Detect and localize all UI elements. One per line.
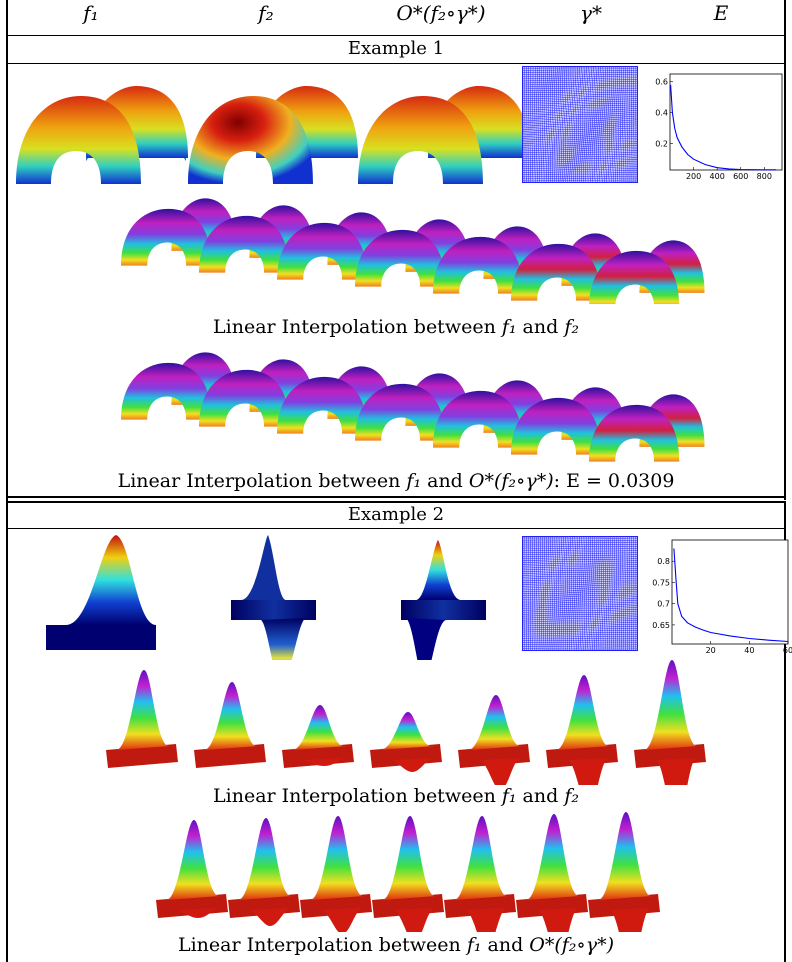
example1-interp-row-b: [121, 352, 705, 462]
frame-left: [6, 0, 8, 962]
f2-surface: [188, 86, 358, 184]
interp-surface: [458, 695, 530, 785]
header-energy: E: [713, 1, 729, 25]
f1-surface: [16, 86, 188, 184]
frame-right: [784, 0, 786, 500]
interp-surface: [589, 240, 705, 304]
interp-surface: [228, 818, 300, 926]
header-f2: f₂: [258, 1, 274, 25]
rule-mid: [6, 496, 786, 498]
interp-surface: [156, 820, 228, 918]
y-tick-label: 0.75: [652, 578, 670, 587]
interp-surface: [199, 359, 315, 427]
example2-title: Example 2: [347, 504, 445, 525]
interp-surface: [634, 660, 706, 785]
interp-surface: [444, 816, 516, 932]
example1-title: Example 1: [347, 38, 445, 59]
o-star-surface: [358, 86, 526, 184]
f1-peak-surface: [46, 535, 156, 650]
f2-wave-surface: [231, 535, 316, 660]
interp-surface: [106, 670, 178, 768]
header-gamma-star: γ*: [580, 1, 602, 25]
x-tick-label: 600: [733, 172, 748, 181]
example2-interp-row-a: [106, 660, 706, 785]
example1-caption-a: Linear Interpolation between f₁ and f₂: [213, 316, 579, 338]
energy-curve: [670, 84, 777, 171]
interp-surface: [372, 816, 444, 932]
example1-surfaces-row: [16, 86, 526, 184]
example1-caption-b: Linear Interpolation between f₁ and O*(f…: [117, 470, 675, 492]
energy-curve: [673, 548, 789, 643]
example2-interp-row-b: [156, 812, 660, 932]
interp-surface: [546, 675, 618, 785]
y-tick-label: 0.4: [655, 109, 668, 118]
interp-surface: [300, 816, 372, 932]
x-tick-label: 400: [710, 172, 725, 181]
header-o-star: O*(f₂∘γ*): [396, 1, 486, 25]
x-tick-label: 40: [744, 646, 754, 655]
rule-ex2: [6, 528, 786, 529]
energy-plot-1: 200 400 600 800 0.2 0.4 0.6: [655, 73, 783, 181]
y-tick-label: 0.65: [652, 621, 670, 630]
interp-surface: [194, 682, 266, 768]
interp-surface: [516, 814, 588, 932]
x-tick-label: 200: [686, 172, 701, 181]
gamma-star-grid-1: [522, 66, 638, 183]
rule-header: [6, 35, 786, 36]
example2-caption-a: Linear Interpolation between f₁ and f₂: [213, 785, 579, 807]
y-tick-label: 0.8: [657, 557, 670, 566]
example2-caption-b: Linear Interpolation between f₁ and O*(f…: [177, 934, 615, 956]
rule-mid-2: [6, 501, 786, 503]
x-tick-label: 20: [706, 646, 716, 655]
y-tick-label: 0.7: [657, 600, 670, 609]
interp-surface: [282, 705, 354, 768]
figure: f₁ f₂ O*(f₂∘γ*) γ* E Example 1: [6, 0, 792, 962]
rule-ex1: [6, 63, 786, 64]
energy-plot-2: 20 40 60 0.65 0.7 0.75 0.8: [652, 539, 792, 655]
gamma-star-grid-2: [522, 536, 638, 651]
example2-surfaces-row: [46, 535, 486, 660]
o-star-wave-surface: [401, 540, 486, 660]
y-tick-label: 0.2: [655, 140, 668, 149]
interp-surface: [370, 712, 442, 772]
y-tick-label: 0.6: [655, 78, 668, 87]
example1-interp-row-a: [121, 198, 705, 304]
header-f1: f₁: [83, 1, 99, 25]
x-tick-label: 800: [757, 172, 772, 181]
interp-surface: [589, 394, 705, 462]
frame-right-2: [784, 502, 786, 962]
interp-surface: [588, 812, 660, 932]
x-tick-label: 60: [783, 646, 792, 655]
